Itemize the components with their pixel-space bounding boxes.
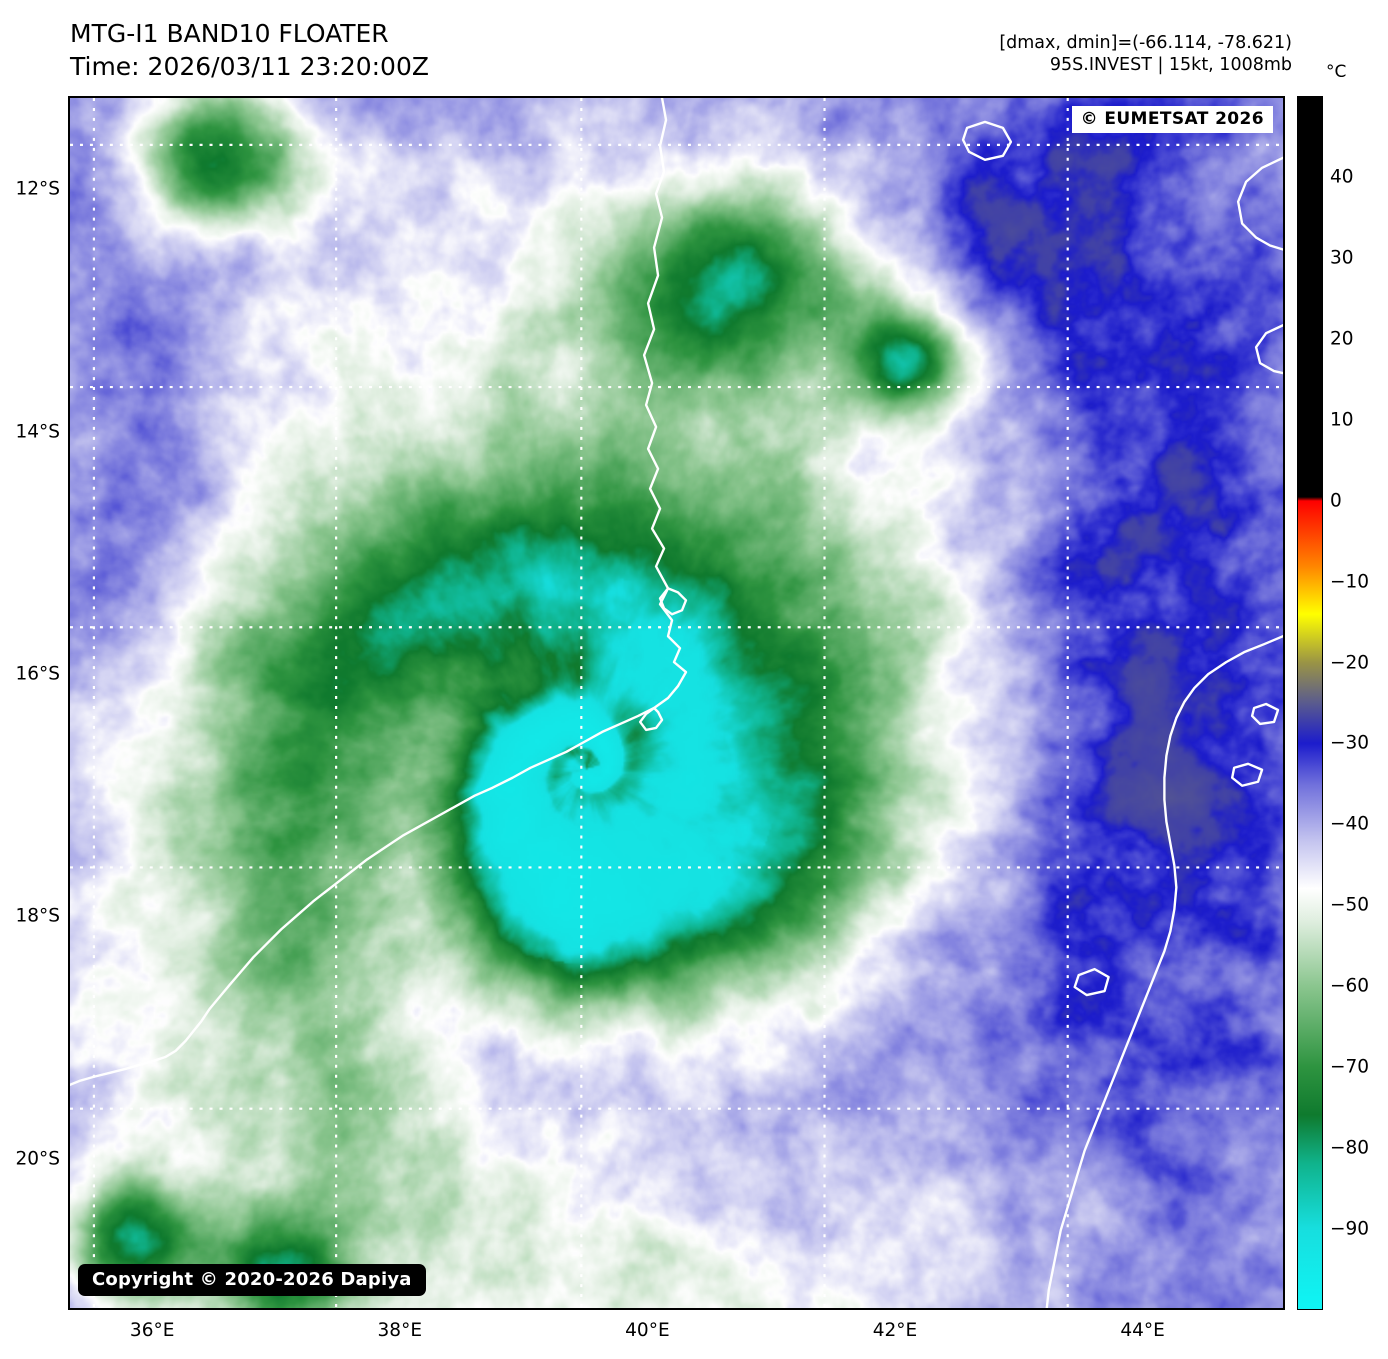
- ytick-label-1: 14°S: [15, 421, 60, 443]
- xtick-label-1: 38°E: [377, 1320, 423, 1341]
- colorbar-tick-12: −80: [1330, 1137, 1370, 1159]
- colorbar-tick-0: 40: [1330, 166, 1354, 188]
- colorbar-tick-5: −10: [1330, 571, 1370, 593]
- colorbar-tick-8: −40: [1330, 813, 1370, 835]
- colorbar-tick-1: 30: [1330, 247, 1354, 269]
- satellite-image-plot[interactable]: © EUMETSAT 2026 Copyright © 2020-2026 Da…: [68, 96, 1285, 1310]
- eumetsat-watermark: © EUMETSAT 2026: [1071, 106, 1273, 133]
- colorbar-tick-4: 0: [1330, 490, 1342, 512]
- data-minmax-label: [dmax, dmin]=(-66.114, -78.621): [999, 33, 1292, 53]
- page-title: MTG-I1 BAND10 FLOATER: [70, 19, 389, 48]
- ytick-label-0: 12°S: [15, 178, 60, 200]
- header-title-block: MTG-I1 BAND10 FLOATER Time: 2026/03/11 2…: [70, 18, 429, 83]
- xtick-label-4: 44°E: [1120, 1320, 1165, 1341]
- colorbar-tick-3: 10: [1330, 409, 1354, 431]
- colorbar-tick-6: −20: [1330, 652, 1370, 674]
- colorbar-tick-2: 20: [1330, 328, 1354, 350]
- xtick-label-3: 42°E: [872, 1320, 918, 1341]
- timestamp-label: Time: 2026/03/11 23:20:00Z: [70, 51, 429, 81]
- colorbar-gradient: [1297, 96, 1323, 1310]
- xtick-label-0: 36°E: [129, 1320, 175, 1341]
- copyright-watermark: Copyright © 2020-2026 Dapiya: [78, 1264, 426, 1296]
- colorbar-tick-13: −90: [1330, 1218, 1370, 1240]
- colorbar[interactable]: [1297, 96, 1323, 1310]
- ytick-label-4: 20°S: [15, 1148, 60, 1170]
- storm-info-label: 95S.INVEST | 15kt, 1008mb: [1049, 55, 1292, 76]
- ytick-label-2: 16°S: [15, 663, 60, 685]
- colorbar-tick-10: −60: [1330, 975, 1370, 997]
- satellite-imagery-canvas: [70, 98, 1283, 1308]
- colorbar-unit-label: °C: [1326, 62, 1347, 82]
- header-meta-block: [dmax, dmin]=(-66.114, -78.621) 95S.INVE…: [999, 32, 1292, 77]
- colorbar-tick-7: −30: [1330, 732, 1370, 754]
- xtick-label-2: 40°E: [625, 1320, 670, 1341]
- colorbar-tick-11: −70: [1330, 1056, 1370, 1078]
- colorbar-tick-9: −50: [1330, 894, 1370, 916]
- ytick-label-3: 18°S: [15, 905, 60, 927]
